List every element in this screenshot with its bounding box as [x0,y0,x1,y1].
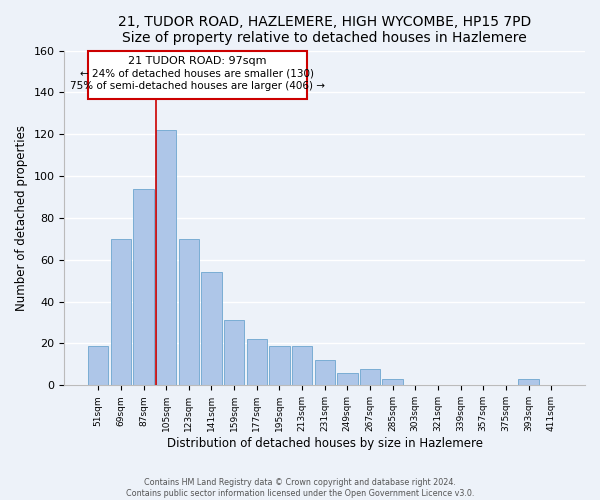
Bar [314,360,335,386]
Bar [111,239,131,386]
Bar [179,239,199,386]
Bar [156,130,176,386]
Bar [247,340,267,386]
Text: ← 24% of detached houses are smaller (130): ← 24% of detached houses are smaller (13… [80,68,314,78]
X-axis label: Distribution of detached houses by size in Hazlemere: Distribution of detached houses by size … [167,437,483,450]
Bar [382,379,403,386]
Text: 75% of semi-detached houses are larger (406) →: 75% of semi-detached houses are larger (… [70,81,325,91]
Bar [269,346,290,386]
Bar [133,188,154,386]
Bar [88,346,109,386]
FancyBboxPatch shape [88,50,307,98]
Bar [337,373,358,386]
Bar [292,346,312,386]
Bar [201,272,221,386]
Bar [224,320,244,386]
Y-axis label: Number of detached properties: Number of detached properties [15,125,28,311]
Bar [360,368,380,386]
Text: 21 TUDOR ROAD: 97sqm: 21 TUDOR ROAD: 97sqm [128,56,266,66]
Title: 21, TUDOR ROAD, HAZLEMERE, HIGH WYCOMBE, HP15 7PD
Size of property relative to d: 21, TUDOR ROAD, HAZLEMERE, HIGH WYCOMBE,… [118,15,532,45]
Bar [518,379,539,386]
Text: Contains HM Land Registry data © Crown copyright and database right 2024.
Contai: Contains HM Land Registry data © Crown c… [126,478,474,498]
